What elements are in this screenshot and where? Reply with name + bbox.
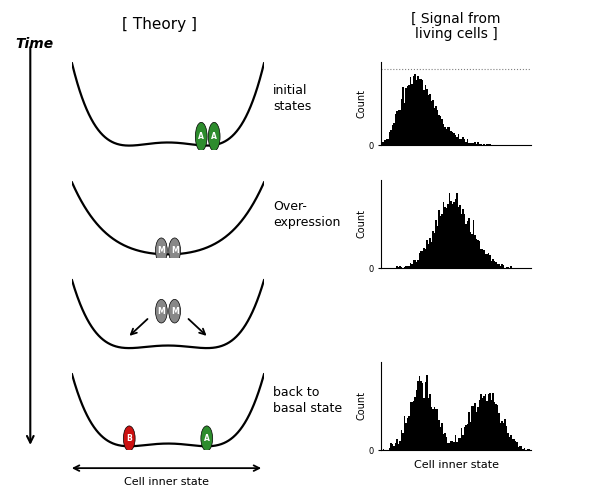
- Text: Cell inner state: Cell inner state: [413, 460, 499, 470]
- Text: back to
basal state: back to basal state: [273, 387, 342, 415]
- Circle shape: [155, 238, 167, 263]
- Text: M: M: [157, 307, 165, 316]
- Text: [ Theory ]: [ Theory ]: [121, 17, 197, 32]
- Y-axis label: Count: Count: [357, 89, 367, 118]
- Text: M: M: [171, 307, 179, 316]
- Text: Cell inner state: Cell inner state: [124, 477, 209, 487]
- Text: initial
states: initial states: [273, 84, 311, 113]
- Text: M: M: [157, 246, 165, 255]
- Circle shape: [208, 123, 220, 151]
- Circle shape: [155, 299, 167, 323]
- Circle shape: [196, 123, 207, 151]
- Circle shape: [169, 299, 181, 323]
- Circle shape: [169, 238, 181, 263]
- Circle shape: [124, 426, 135, 451]
- Text: M: M: [171, 246, 179, 255]
- Text: A: A: [198, 132, 204, 141]
- Y-axis label: Count: Count: [357, 392, 367, 420]
- Text: living cells ]: living cells ]: [415, 27, 497, 41]
- Text: A: A: [204, 434, 210, 443]
- Y-axis label: Count: Count: [357, 210, 367, 238]
- Text: B: B: [127, 434, 132, 443]
- Text: Over-
expression: Over- expression: [273, 200, 340, 228]
- Text: Time: Time: [15, 37, 53, 51]
- Circle shape: [201, 426, 212, 451]
- Text: [ Signal from: [ Signal from: [411, 12, 501, 26]
- Text: A: A: [211, 132, 217, 141]
